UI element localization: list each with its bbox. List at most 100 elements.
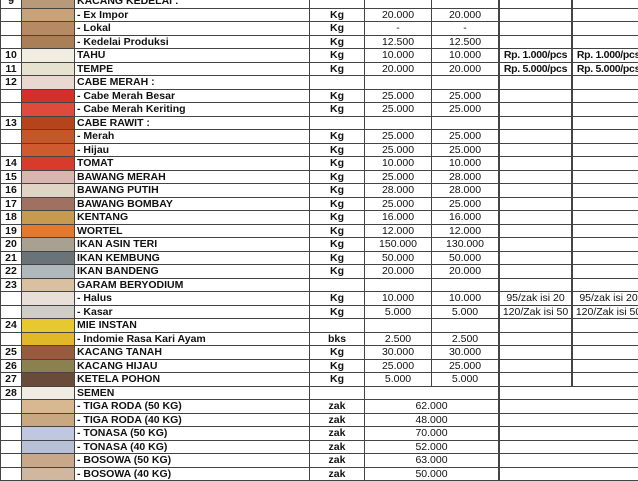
- product-name-cell[interactable]: KENTANG: [75, 211, 310, 225]
- product-name-cell[interactable]: - Halus: [75, 292, 310, 306]
- price-cell-2[interactable]: 10.000: [432, 49, 500, 63]
- row-number-cell[interactable]: 13: [1, 116, 22, 130]
- product-name-cell[interactable]: IKAN KEMBUNG: [75, 251, 310, 265]
- row-number-cell[interactable]: 24: [1, 319, 22, 333]
- row-number-cell[interactable]: 10: [1, 49, 22, 63]
- price-cell-1[interactable]: 12.500: [365, 35, 432, 49]
- unit-cell[interactable]: Kg: [310, 130, 365, 144]
- unit-cell[interactable]: [310, 116, 365, 130]
- price-cell-2[interactable]: 2.500: [432, 332, 500, 346]
- product-name-cell[interactable]: - Indomie Rasa Kari Ayam: [75, 332, 310, 346]
- product-name-cell[interactable]: TAHU: [75, 49, 310, 63]
- price-cell-1[interactable]: 25.000: [365, 89, 432, 103]
- row-number-cell[interactable]: [1, 305, 22, 319]
- price-cell-2[interactable]: 12.500: [432, 35, 500, 49]
- row-number-cell[interactable]: [1, 130, 22, 144]
- row-number-cell[interactable]: [1, 332, 22, 346]
- product-name-cell[interactable]: KETELA POHON: [75, 373, 310, 387]
- unit-cell[interactable]: Kg: [310, 170, 365, 184]
- note-cell-2[interactable]: [572, 251, 638, 265]
- price-cell-1[interactable]: 20.000: [365, 265, 432, 279]
- unit-cell[interactable]: zak: [310, 454, 365, 468]
- unit-cell[interactable]: bks: [310, 332, 365, 346]
- unit-cell[interactable]: Kg: [310, 35, 365, 49]
- product-name-cell[interactable]: - Ex Impor: [75, 8, 310, 22]
- note-cell-2[interactable]: [572, 238, 638, 252]
- note-cell-1[interactable]: [499, 224, 572, 238]
- price-cell-1[interactable]: 25.000: [365, 103, 432, 117]
- price-cell-1[interactable]: [365, 116, 432, 130]
- row-number-cell[interactable]: [1, 8, 22, 22]
- note-cell[interactable]: [499, 454, 638, 468]
- note-cell-2[interactable]: Rp. 5.000/pcs: [572, 62, 638, 76]
- price-cell[interactable]: 52.000: [365, 440, 500, 454]
- unit-cell[interactable]: zak: [310, 413, 365, 427]
- note-cell-1[interactable]: Rp. 1.000/pcs: [499, 49, 572, 63]
- note-cell-2[interactable]: [572, 170, 638, 184]
- row-number-cell[interactable]: [1, 467, 22, 481]
- product-name-cell[interactable]: - Hijau: [75, 143, 310, 157]
- note-cell-1[interactable]: [499, 373, 572, 387]
- unit-cell[interactable]: zak: [310, 400, 365, 414]
- row-number-cell[interactable]: 21: [1, 251, 22, 265]
- unit-cell[interactable]: Kg: [310, 184, 365, 198]
- unit-cell[interactable]: Kg: [310, 62, 365, 76]
- note-cell-2[interactable]: Rp. 1.000/pcs: [572, 49, 638, 63]
- note-cell-1[interactable]: [499, 359, 572, 373]
- unit-cell[interactable]: Kg: [310, 265, 365, 279]
- price-cell-2[interactable]: 50.000: [432, 251, 500, 265]
- price-cell[interactable]: 48.000: [365, 413, 500, 427]
- unit-cell[interactable]: Kg: [310, 8, 365, 22]
- price-cell-1[interactable]: 20.000: [365, 8, 432, 22]
- row-number-cell[interactable]: [1, 143, 22, 157]
- product-name-cell[interactable]: WORTEL: [75, 224, 310, 238]
- unit-cell[interactable]: [310, 0, 365, 8]
- product-name-cell[interactable]: KACANG TANAH: [75, 346, 310, 360]
- price-cell-1[interactable]: 25.000: [365, 170, 432, 184]
- note-cell-2[interactable]: [572, 143, 638, 157]
- product-name-cell[interactable]: - Kasar: [75, 305, 310, 319]
- price-cell-1[interactable]: 10.000: [365, 292, 432, 306]
- note-cell-2[interactable]: [572, 224, 638, 238]
- price-cell-2[interactable]: 10.000: [432, 157, 500, 171]
- row-number-cell[interactable]: 20: [1, 238, 22, 252]
- product-name-cell[interactable]: - Merah: [75, 130, 310, 144]
- price-cell-1[interactable]: 10.000: [365, 49, 432, 63]
- price-cell[interactable]: 70.000: [365, 427, 500, 441]
- unit-cell[interactable]: Kg: [310, 251, 365, 265]
- price-cell-2[interactable]: [432, 278, 500, 292]
- note-cell-1[interactable]: [499, 319, 572, 333]
- product-name-cell[interactable]: - Cabe Merah Keriting: [75, 103, 310, 117]
- note-cell-1[interactable]: [499, 265, 572, 279]
- note-cell-2[interactable]: [572, 130, 638, 144]
- unit-cell[interactable]: Kg: [310, 49, 365, 63]
- product-name-cell[interactable]: - Cabe Merah Besar: [75, 89, 310, 103]
- product-name-cell[interactable]: TOMAT: [75, 157, 310, 171]
- price-cell-2[interactable]: 25.000: [432, 359, 500, 373]
- note-cell-2[interactable]: [572, 211, 638, 225]
- row-number-cell[interactable]: 19: [1, 224, 22, 238]
- product-name-cell[interactable]: - TONASA (40 KG): [75, 440, 310, 454]
- unit-cell[interactable]: Kg: [310, 22, 365, 36]
- note-cell[interactable]: [499, 440, 638, 454]
- row-number-cell[interactable]: 25: [1, 346, 22, 360]
- unit-cell[interactable]: zak: [310, 467, 365, 481]
- note-cell-1[interactable]: [499, 238, 572, 252]
- row-number-cell[interactable]: [1, 413, 22, 427]
- price-cell-2[interactable]: -: [432, 22, 500, 36]
- unit-cell[interactable]: Kg: [310, 346, 365, 360]
- note-cell-1[interactable]: [499, 157, 572, 171]
- note-cell-1[interactable]: [499, 211, 572, 225]
- price-cell-1[interactable]: 150.000: [365, 238, 432, 252]
- price-cell-2[interactable]: 12.000: [432, 224, 500, 238]
- price-cell-2[interactable]: 16.000: [432, 211, 500, 225]
- note-cell-1[interactable]: 120/Zak isi 50: [499, 305, 572, 319]
- price-cell-1[interactable]: 25.000: [365, 143, 432, 157]
- note-cell-1[interactable]: [499, 278, 572, 292]
- product-name-cell[interactable]: - TIGA RODA (50 KG): [75, 400, 310, 414]
- row-number-cell[interactable]: 15: [1, 170, 22, 184]
- note-cell-1[interactable]: [499, 76, 572, 90]
- row-number-cell[interactable]: 22: [1, 265, 22, 279]
- row-number-cell[interactable]: 26: [1, 359, 22, 373]
- product-name-cell[interactable]: SEMEN: [75, 386, 310, 400]
